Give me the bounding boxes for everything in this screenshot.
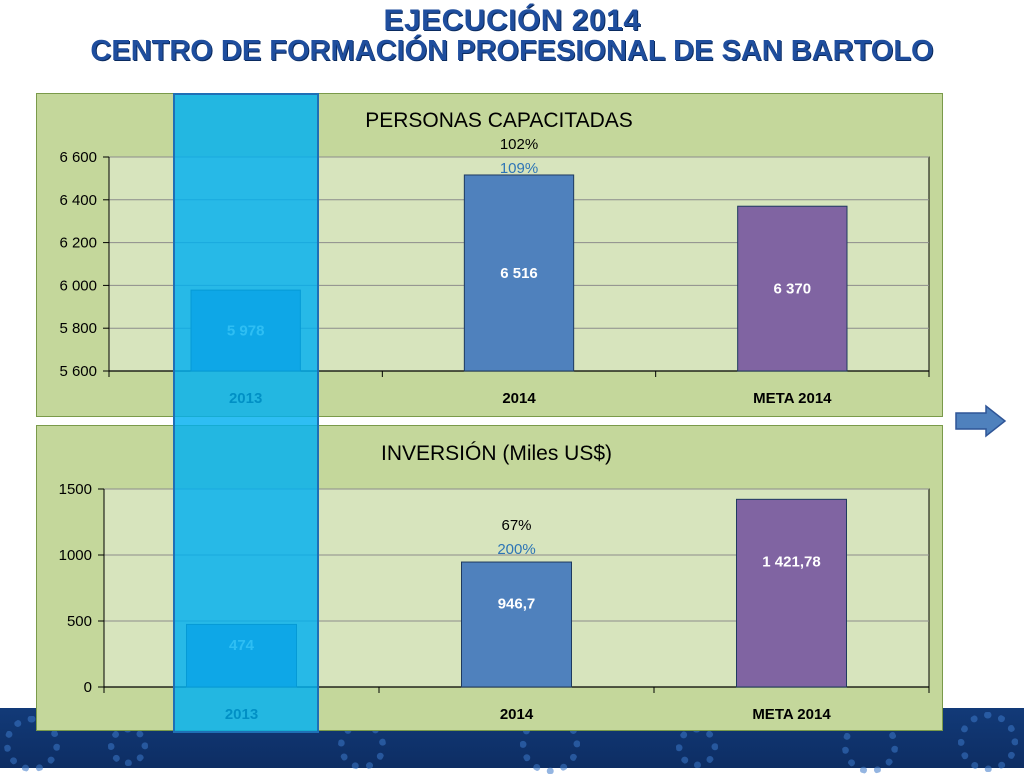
highlight-2013-column: [173, 93, 319, 733]
y-tick-label: 5 800: [59, 320, 97, 337]
y-tick-label: 500: [67, 613, 92, 630]
bar-meta-2014: [736, 498, 847, 688]
bar-value-label: 946,7: [498, 595, 536, 612]
percent-annotation: 200%: [497, 541, 535, 558]
category-label: 2014: [502, 390, 536, 407]
bar-value-label: 1 421,78: [762, 553, 820, 570]
gear-icon: [108, 726, 148, 766]
percent-annotation: 67%: [501, 517, 531, 534]
y-tick-label: 6 600: [59, 149, 97, 166]
gear-icon: [958, 712, 1018, 772]
category-label: 2014: [500, 706, 534, 723]
bar-value-label: 6 516: [500, 265, 538, 282]
y-tick-label: 5 600: [59, 363, 97, 380]
percent-annotation: 102%: [500, 136, 538, 153]
arrow-right-icon[interactable]: [954, 404, 1008, 438]
title-line-1: EJECUCIÓN 2014: [383, 4, 641, 37]
percent-annotation: 109%: [500, 160, 538, 177]
y-tick-label: 0: [84, 679, 92, 696]
bar-value-label: 6 370: [774, 281, 812, 298]
gear-icon: [676, 726, 718, 768]
title-line-2: CENTRO DE FORMACIÓN PROFESIONAL DE SAN B…: [90, 35, 934, 67]
page-title: EJECUCIÓN 2014 CENTRO DE FORMACIÓN PROFE…: [0, 4, 1024, 67]
bar-2014: [461, 561, 572, 688]
category-label: META 2014: [752, 706, 831, 723]
bar-meta-2014: [737, 205, 848, 372]
category-label: META 2014: [753, 390, 832, 407]
chart-title: PERSONAS CAPACITADAS: [365, 109, 633, 132]
chart-title: INVERSIÓN (Miles US$): [381, 442, 612, 465]
y-tick-label: 1500: [59, 481, 92, 498]
y-tick-label: 1000: [59, 547, 92, 564]
bar-2014: [463, 174, 575, 372]
y-tick-label: 6 200: [59, 235, 97, 252]
y-tick-label: 6 000: [59, 277, 97, 294]
y-tick-label: 6 400: [59, 192, 97, 209]
